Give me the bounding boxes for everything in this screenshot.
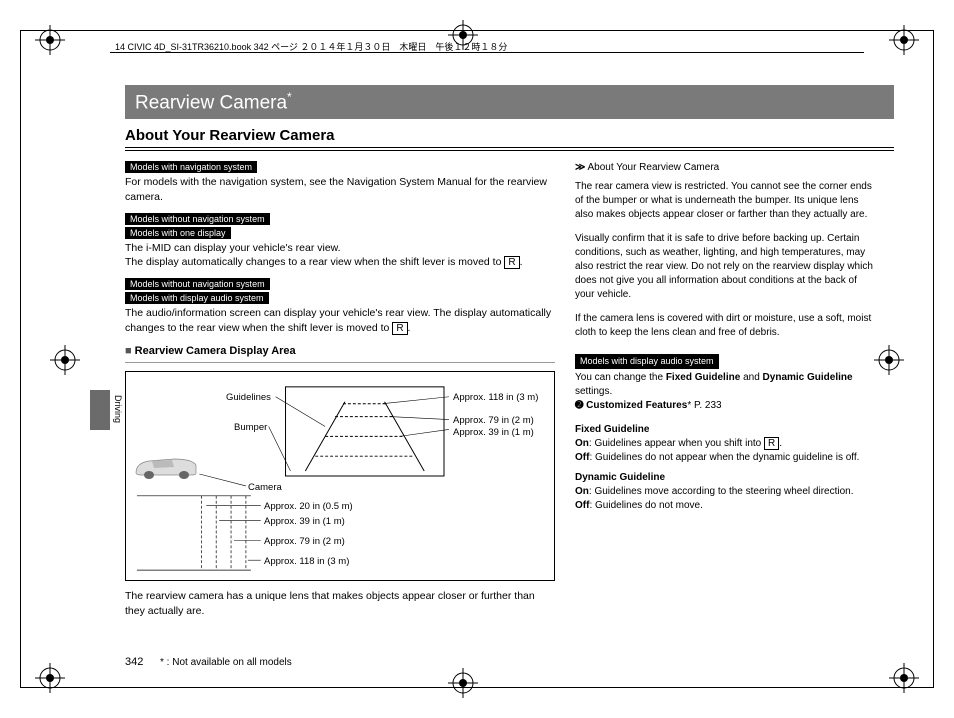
right-p4: You can change the Fixed Guideline and D… bbox=[575, 371, 875, 413]
content-area: Rearview Camera* About Your Rearview Cam… bbox=[125, 85, 894, 627]
page-number: 342 bbox=[125, 656, 143, 668]
footnote: * : Not available on all models bbox=[160, 657, 292, 668]
para-1: For models with the navigation system, s… bbox=[125, 175, 555, 204]
label-79b: Approx. 79 in (2 m) bbox=[264, 536, 345, 547]
sidebar-label: Driving bbox=[113, 395, 123, 423]
dg-off: Off: Guidelines do not move. bbox=[575, 499, 875, 513]
on-label: On bbox=[575, 438, 589, 449]
cross-ref-icon: ➋ bbox=[575, 400, 586, 411]
r4c: and bbox=[740, 372, 762, 383]
label-39b: Approx. 39 in (1 m) bbox=[264, 516, 345, 527]
para-3-text: The audio/information screen can display… bbox=[125, 307, 551, 334]
model-tag: Models without navigation system bbox=[125, 278, 270, 290]
label-118b: Approx. 118 in (3 m) bbox=[264, 556, 349, 567]
square-bullet-icon: ■ bbox=[125, 345, 132, 357]
fg-heading: Fixed Guideline bbox=[575, 423, 875, 437]
r-box: R bbox=[504, 256, 519, 269]
label-guidelines: Guidelines bbox=[226, 392, 271, 403]
right-p1: The rear camera view is restricted. You … bbox=[575, 180, 875, 222]
r4a: You can change the bbox=[575, 372, 666, 383]
diagram: Guidelines Bumper Camera Approx. 118 in … bbox=[125, 371, 555, 581]
para-2b: The display automatically changes to a r… bbox=[125, 256, 504, 268]
para-3: The audio/information screen can display… bbox=[125, 306, 555, 335]
model-tag: Models with display audio system bbox=[125, 292, 269, 304]
chapter-title: Rearview Camera* bbox=[125, 85, 894, 119]
r-box: R bbox=[764, 437, 779, 450]
off-label: Off bbox=[575, 452, 589, 463]
model-tag: Models with navigation system bbox=[125, 161, 257, 173]
dg-off-text: : Guidelines do not move. bbox=[589, 500, 702, 511]
label-camera: Camera bbox=[248, 482, 282, 493]
dg-on-text: : Guidelines move according to the steer… bbox=[589, 486, 854, 497]
label-118: Approx. 118 in (3 m) bbox=[453, 392, 538, 403]
section-title: About Your Rearview Camera bbox=[125, 127, 894, 148]
cross-ref: Customized Features bbox=[586, 400, 687, 411]
header-rule bbox=[110, 52, 864, 53]
subhead-rule bbox=[125, 362, 555, 363]
r4b: Fixed Guideline bbox=[666, 372, 740, 383]
section-rule bbox=[125, 150, 894, 151]
right-head-text: About Your Rearview Camera bbox=[587, 162, 719, 173]
r-box: R bbox=[392, 322, 407, 335]
dg-heading: Dynamic Guideline bbox=[575, 471, 875, 485]
r4e: settings. bbox=[575, 386, 612, 397]
label-bumper: Bumper bbox=[234, 422, 267, 433]
label-39: Approx. 39 in (1 m) bbox=[453, 427, 534, 438]
right-p3: If the camera lens is covered with dirt … bbox=[575, 312, 875, 340]
page-ref: P. 233 bbox=[691, 400, 721, 411]
chapter-title-text: Rearview Camera bbox=[135, 92, 287, 113]
model-tag: Models with one display bbox=[125, 227, 231, 239]
model-tag: Models with display audio system bbox=[575, 354, 719, 369]
r4d: Dynamic Guideline bbox=[763, 372, 853, 383]
arrow-icon: ≫ bbox=[575, 162, 585, 173]
off-label: Off bbox=[575, 500, 589, 511]
label-79: Approx. 79 in (2 m) bbox=[453, 415, 534, 426]
label-20b: Approx. 20 in (0.5 m) bbox=[264, 501, 353, 512]
fg-on-text: : Guidelines appear when you shift into bbox=[589, 438, 764, 449]
para-2: The i-MID can display your vehicle's rea… bbox=[125, 241, 555, 270]
left-column: Models with navigation system For models… bbox=[125, 161, 555, 627]
fg-off-text: : Guidelines do not appear when the dyna… bbox=[589, 452, 859, 463]
model-tag: Models without navigation system bbox=[125, 213, 270, 225]
fg-off: Off: Guidelines do not appear when the d… bbox=[575, 451, 875, 465]
para-2a: The i-MID can display your vehicle's rea… bbox=[125, 242, 341, 254]
on-label: On bbox=[575, 486, 589, 497]
right-heading: ≫About Your Rearview Camera bbox=[575, 161, 875, 175]
car-icon bbox=[134, 455, 199, 480]
sidebar-tab bbox=[90, 390, 110, 430]
right-p2: Visually confirm that it is safe to driv… bbox=[575, 232, 875, 302]
right-column: ≫About Your Rearview Camera The rear cam… bbox=[575, 161, 875, 627]
para-4: The rearview camera has a unique lens th… bbox=[125, 589, 555, 618]
fg-on: On: Guidelines appear when you shift int… bbox=[575, 437, 875, 451]
subhead-text: Rearview Camera Display Area bbox=[135, 345, 296, 357]
dg-on: On: Guidelines move according to the ste… bbox=[575, 485, 875, 499]
chapter-asterisk: * bbox=[287, 90, 292, 104]
subheading: ■Rearview Camera Display Area bbox=[125, 345, 555, 357]
